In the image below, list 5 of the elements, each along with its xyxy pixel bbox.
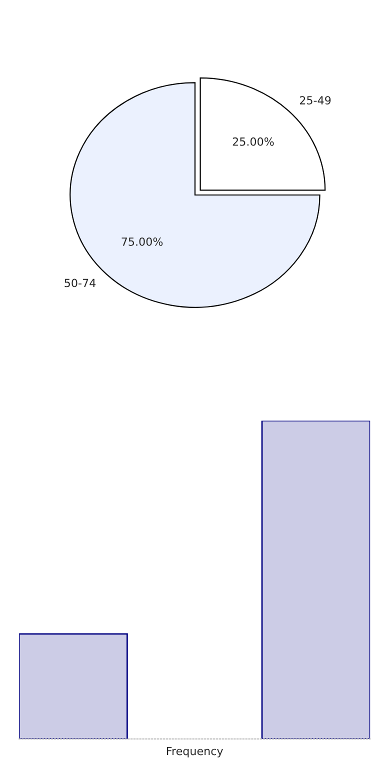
x-axis-title: Frequency [167, 746, 223, 758]
data-label: 25.00% [232, 137, 274, 146]
slice-label: 50-74 [64, 278, 96, 288]
data-label: 75.00% [122, 237, 163, 246]
slice-label: 25-49 [300, 96, 331, 105]
